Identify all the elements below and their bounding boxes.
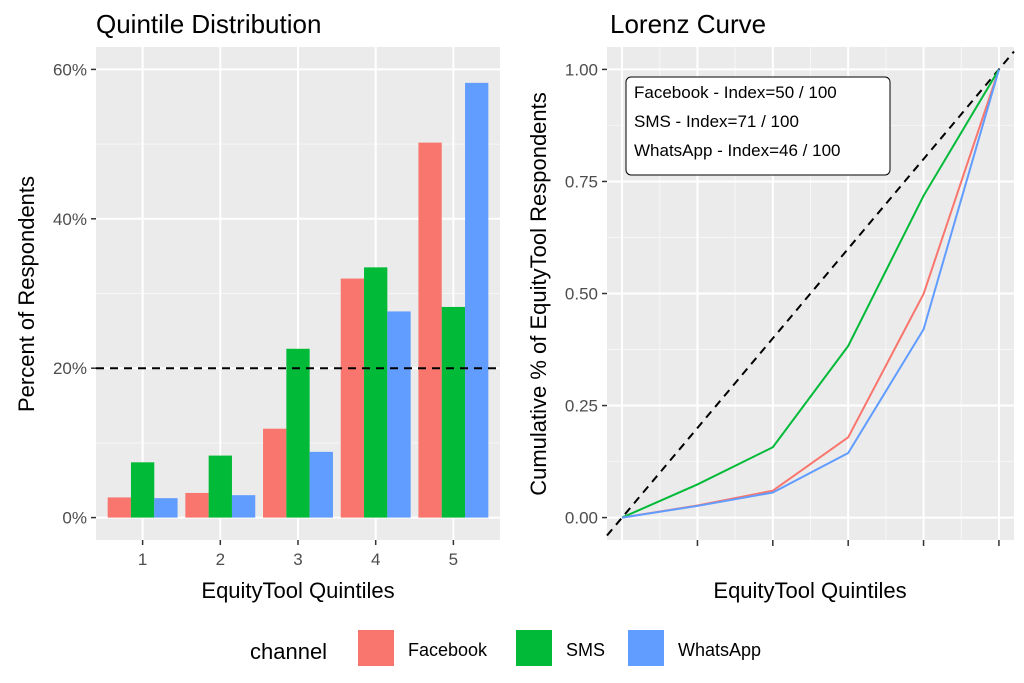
bar-whatsapp-q4 bbox=[387, 311, 411, 518]
bar-whatsapp-q5 bbox=[465, 82, 489, 518]
bar-x-tick-label: 2 bbox=[216, 550, 225, 569]
bar-sms-q4 bbox=[364, 267, 388, 518]
bar-facebook-q2 bbox=[185, 492, 209, 518]
bar-y-axis-label: Percent of Respondents bbox=[14, 176, 39, 412]
bar-sms-q1 bbox=[130, 462, 155, 518]
bar-chart-title: Quintile Distribution bbox=[96, 9, 321, 39]
annotation-line-whatsapp: WhatsApp - Index=46 / 100 bbox=[634, 141, 841, 160]
lorenz-y-tick-label: 0.75 bbox=[565, 172, 598, 191]
bar-y-tick-label: 60% bbox=[53, 60, 87, 79]
legend-swatch-sms bbox=[516, 630, 552, 666]
legend-title: channel bbox=[250, 639, 327, 664]
bar-y-tick-label: 40% bbox=[53, 210, 87, 229]
bar-x-tick-label: 5 bbox=[449, 550, 458, 569]
legend-swatch-facebook bbox=[358, 630, 394, 666]
bar-facebook-q4 bbox=[340, 278, 365, 518]
bar-facebook-q3 bbox=[263, 428, 287, 518]
lorenz-y-tick-label: 0.00 bbox=[565, 509, 598, 528]
lorenz-y-axis-label: Cumulative % of EquityTool Respondents bbox=[526, 92, 551, 496]
bar-y-tick-label: 0% bbox=[62, 509, 87, 528]
lorenz-y-tick-label: 0.50 bbox=[565, 285, 598, 304]
lorenz-equality-line bbox=[606, 50, 1015, 537]
legend-label-facebook: Facebook bbox=[408, 640, 488, 660]
bar-facebook-q1 bbox=[107, 497, 131, 518]
lorenz-y-tick-label: 0.25 bbox=[565, 397, 598, 416]
bar-sms-q3 bbox=[286, 348, 310, 518]
bar-x-tick-label: 1 bbox=[138, 550, 147, 569]
lorenz-chart-panel: 0.00 0.25 0.50 0.75 1.00 Facebook - Index=50… bbox=[526, 9, 1015, 603]
bar-sms-q2 bbox=[208, 455, 232, 518]
index-annotation-box: Facebook - Index=50 / 100 SMS - Index=71… bbox=[625, 76, 891, 176]
bar-whatsapp-q1 bbox=[154, 498, 178, 518]
lorenz-x-axis-label: EquityTool Quintiles bbox=[713, 578, 906, 603]
lorenz-line-whatsapp bbox=[621, 69, 1000, 519]
legend: channel Facebook SMS WhatsApp bbox=[250, 630, 761, 666]
annotation-frame bbox=[625, 76, 891, 176]
bar-whatsapp-q2 bbox=[231, 495, 256, 518]
bar-x-tick-label: 4 bbox=[371, 550, 380, 569]
legend-label-sms: SMS bbox=[566, 640, 605, 660]
annotation-line-sms: SMS - Index=71 / 100 bbox=[634, 112, 799, 131]
lorenz-y-tick-label: 1.00 bbox=[565, 60, 598, 79]
legend-label-whatsapp: WhatsApp bbox=[678, 640, 761, 660]
annotation-line-facebook: Facebook - Index=50 / 100 bbox=[634, 83, 837, 102]
bar-y-tick-label: 20% bbox=[53, 359, 87, 378]
bar-facebook-q5 bbox=[418, 142, 442, 518]
lorenz-chart-title: Lorenz Curve bbox=[610, 9, 766, 39]
bar-whatsapp-q3 bbox=[309, 451, 333, 518]
bar-sms-q5 bbox=[441, 306, 466, 518]
bar-x-tick-label: 3 bbox=[293, 550, 302, 569]
lorenz-line-sms bbox=[621, 68, 1000, 519]
bar-x-axis-label: EquityTool Quintiles bbox=[201, 578, 394, 603]
legend-swatch-whatsapp bbox=[628, 630, 664, 666]
